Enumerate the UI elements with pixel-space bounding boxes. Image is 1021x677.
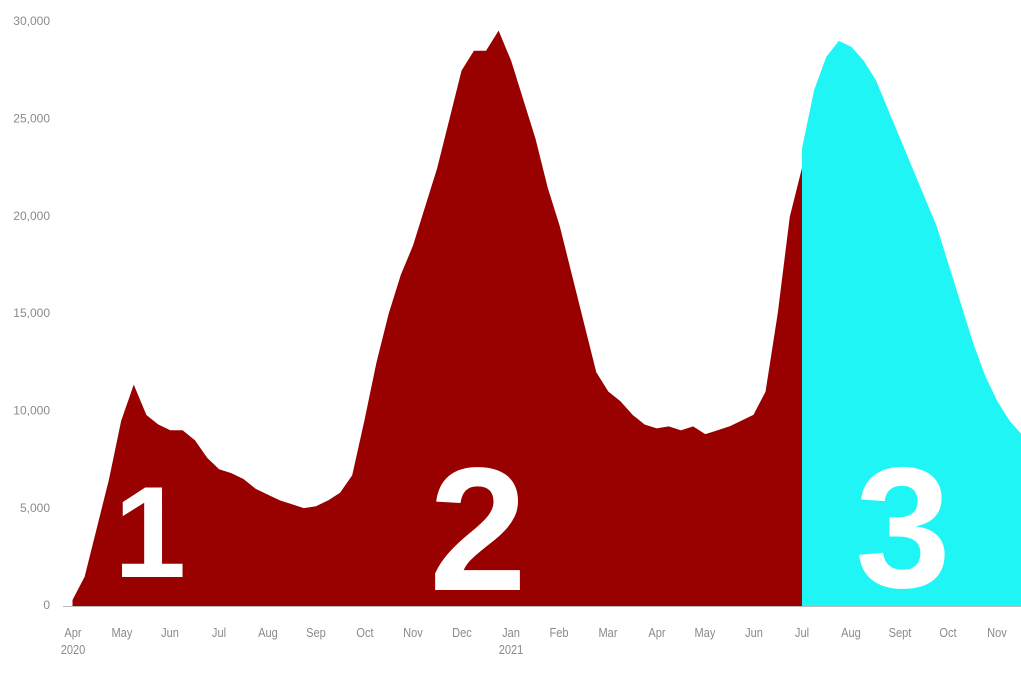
- annotation: 1: [114, 459, 186, 605]
- y-tick-label: 25,000: [13, 112, 50, 126]
- x-tick-label: May: [111, 625, 133, 640]
- x-tick-label: Jul: [211, 625, 226, 640]
- x-tick-label: Jun: [161, 625, 180, 640]
- x-tick-label: Jan 2021: [498, 625, 523, 657]
- x-tick-label: Sept: [888, 625, 912, 640]
- areas: [72, 30, 1021, 607]
- x-tick-label: Nov: [403, 625, 424, 640]
- y-tick-label: 30,000: [13, 14, 50, 28]
- x-tick-label: Apr: [647, 625, 666, 640]
- x-tick-label: Feb: [549, 625, 569, 640]
- annotation: 3: [855, 432, 951, 624]
- x-tick-label: Mar: [598, 625, 618, 640]
- x-tick-label: Sep: [306, 625, 326, 640]
- y-tick-label: 5,000: [20, 501, 50, 515]
- x-tick-label: Jun: [744, 625, 763, 640]
- area: [72, 30, 803, 607]
- x-tick-label: Aug: [257, 625, 278, 640]
- x-tick-label: Oct: [356, 625, 374, 640]
- y-tick-label: 20,000: [13, 209, 50, 223]
- y-tick-label: 15,000: [13, 306, 50, 320]
- x-tick-label: Jul: [795, 625, 810, 640]
- y-tick-label: 0: [43, 598, 50, 612]
- x-tick-label: Oct: [939, 625, 957, 640]
- annotation: 2: [429, 432, 527, 628]
- x-tick-label: May: [694, 625, 716, 640]
- x-tick-label: Apr 2020: [60, 625, 86, 657]
- x-tick-label: Aug: [841, 625, 861, 640]
- area: [801, 40, 1021, 607]
- x-tick-label: Nov: [987, 625, 1007, 640]
- y-tick-label: 10,000: [13, 404, 50, 418]
- x-tick-label: Dec: [452, 625, 472, 640]
